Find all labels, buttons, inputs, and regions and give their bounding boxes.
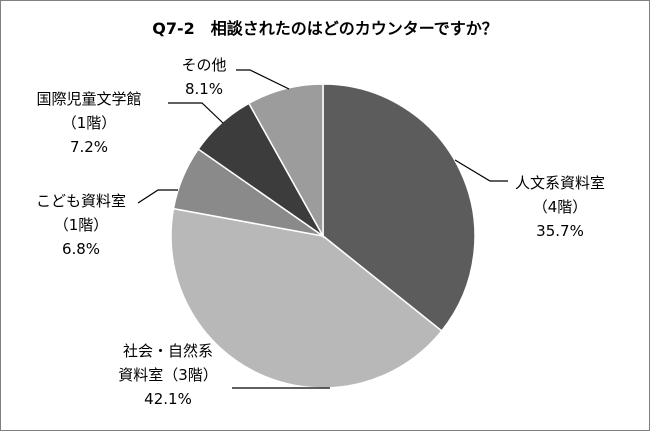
leader-line-4 xyxy=(168,102,224,124)
leader-line-3 xyxy=(137,189,178,204)
slice-label-2-line-3: 42.1% xyxy=(144,390,192,408)
leader-line-5 xyxy=(236,69,290,90)
pie-slice-2 xyxy=(170,207,443,389)
slice-label-4-line-2: （1階） xyxy=(62,114,117,132)
pie-slice-5 xyxy=(247,83,324,239)
slice-label-3-line-3: 6.8% xyxy=(62,240,100,258)
leader-line-1 xyxy=(454,159,508,182)
leader-lines xyxy=(137,69,508,389)
slice-label-5-line-1: その他 xyxy=(181,56,226,74)
pie-slices xyxy=(170,83,476,389)
slice-label-3-line-2: （1階） xyxy=(54,216,109,234)
slice-label-2-line-2: 資料室（3階） xyxy=(118,366,218,384)
slice-label-3-line-1: こども資料室 xyxy=(36,192,126,210)
slice-label-1-line-3: 35.7% xyxy=(536,222,584,240)
slice-label-4-line-1: 国際児童文学館 xyxy=(36,90,141,108)
slice-label-4-line-3: 7.2% xyxy=(70,138,108,156)
slice-label-2-line-1: 社会・自然系 xyxy=(123,342,213,360)
pie-slice-1 xyxy=(322,83,476,332)
chart-title: Q7-2 相談されたのはどのカウンターですか？ xyxy=(152,19,498,38)
slice-label-1-line-2: （4階） xyxy=(533,198,588,216)
slice-label-5-line-2: 8.1% xyxy=(185,80,223,98)
slice-label-1-line-1: 人文系資料室 xyxy=(515,174,605,192)
